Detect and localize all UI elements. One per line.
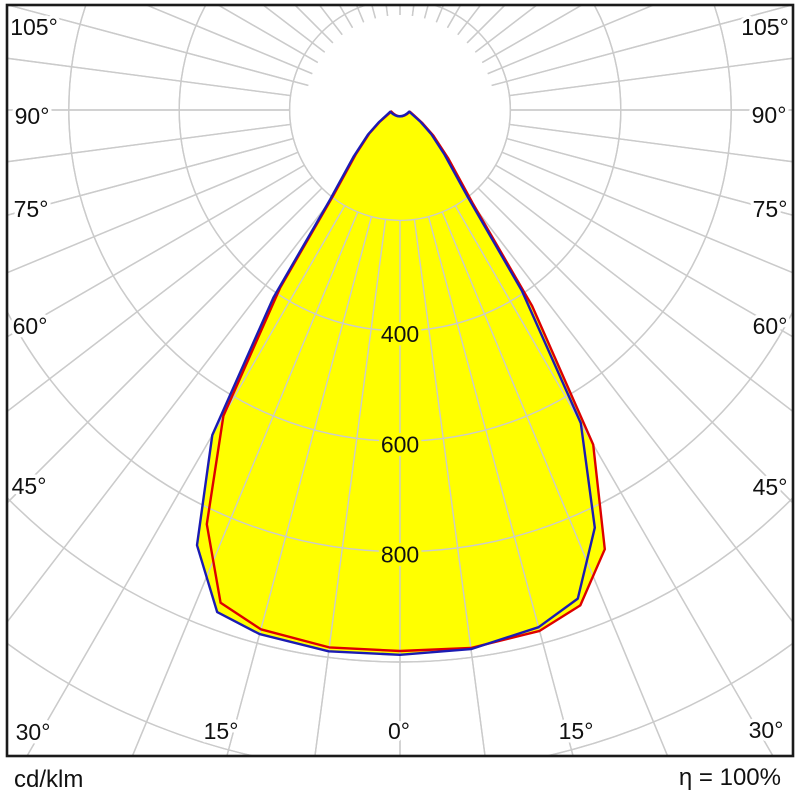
grid-spoke-L67.5 (8, 151, 299, 274)
grid-spoke-R165 (423, 6, 429, 19)
grid-spoke-L97.5 (8, 57, 291, 97)
grid-spoke-R52.5 (487, 176, 792, 412)
grid-spoke-L7.5 (314, 219, 387, 755)
efficiency-label: η = 100% (678, 764, 781, 791)
grid-spoke-L22.5 (132, 211, 359, 755)
radial-label-800: 800 (381, 542, 419, 568)
grid-spoke-L37.5 (8, 197, 334, 623)
angle-label-right-30: 30° (749, 717, 784, 743)
grid-spoke-L52.5 (8, 176, 313, 412)
angle-label-left-30: 30° (16, 719, 51, 745)
angle-label-right-105: 105° (741, 14, 789, 40)
plot-frame (5, 3, 795, 758)
grid-spoke-L165 (371, 6, 377, 19)
angle-label-left-90: 90° (15, 103, 50, 129)
grid-spoke-R82.5 (509, 123, 792, 163)
radial-label-400: 400 (381, 321, 419, 347)
grid-spoke-L75 (8, 137, 294, 216)
blue-curve (195, 110, 596, 656)
angle-label-right-45: 45° (753, 474, 788, 500)
angle-label-left-105: 105° (10, 14, 58, 40)
angle-label-left-60: 60° (13, 313, 48, 339)
blue-curve-fill (197, 111, 595, 655)
grid-spoke-R67.5 (501, 151, 792, 274)
grid-spoke-R15 (427, 216, 574, 755)
angle-label-right-90: 90° (752, 102, 787, 128)
angle-label-left-75: 75° (14, 196, 49, 222)
angle-label-right-60: 60° (753, 313, 788, 339)
grid-spoke-L60 (8, 164, 305, 338)
grid-spoke-L30 (26, 205, 346, 755)
grid-spoke-R22.5 (441, 211, 668, 755)
units-label: cd/klm (14, 766, 84, 793)
angle-label-left-45: 45° (12, 473, 47, 499)
grid-spoke-R45 (477, 187, 792, 503)
grid-spoke-R112.5 (487, 6, 653, 75)
angle-label-0: 0° (388, 718, 410, 744)
angle-label-right-15: 15° (559, 718, 594, 744)
intensity-fill (197, 111, 605, 655)
grid-spoke-R37.5 (466, 197, 792, 623)
grid-spoke-R97.5 (509, 57, 792, 97)
grid-spoke-L82.5 (8, 123, 291, 163)
grid-spoke-R30 (454, 205, 774, 755)
grid-spoke-R60 (495, 164, 792, 338)
grid-spoke-L105 (9, 6, 309, 87)
radial-label-600: 600 (381, 431, 419, 457)
grid-spoke-L165 (371, 6, 377, 19)
grid-spoke-R75 (506, 137, 792, 216)
grid-spoke-R105 (491, 6, 791, 87)
grid-spoke-L112.5 (147, 6, 313, 75)
grid-spoke-L45 (8, 187, 323, 503)
grid-spoke-L15 (226, 216, 373, 755)
angle-label-right-75: 75° (753, 196, 788, 222)
grid-spoke-R165 (423, 6, 429, 19)
grid-spoke-R7.5 (413, 219, 486, 755)
angle-label-left-15: 15° (204, 718, 239, 744)
